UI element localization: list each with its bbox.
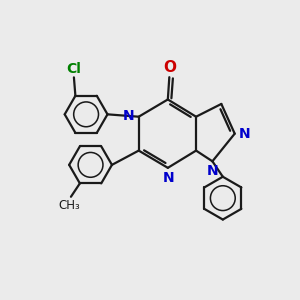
Text: O: O [163, 60, 176, 75]
Text: N: N [239, 127, 250, 141]
Text: Cl: Cl [67, 62, 81, 76]
Text: N: N [123, 109, 135, 123]
Text: N: N [163, 171, 174, 185]
Text: N: N [207, 164, 219, 178]
Text: CH₃: CH₃ [58, 199, 80, 212]
